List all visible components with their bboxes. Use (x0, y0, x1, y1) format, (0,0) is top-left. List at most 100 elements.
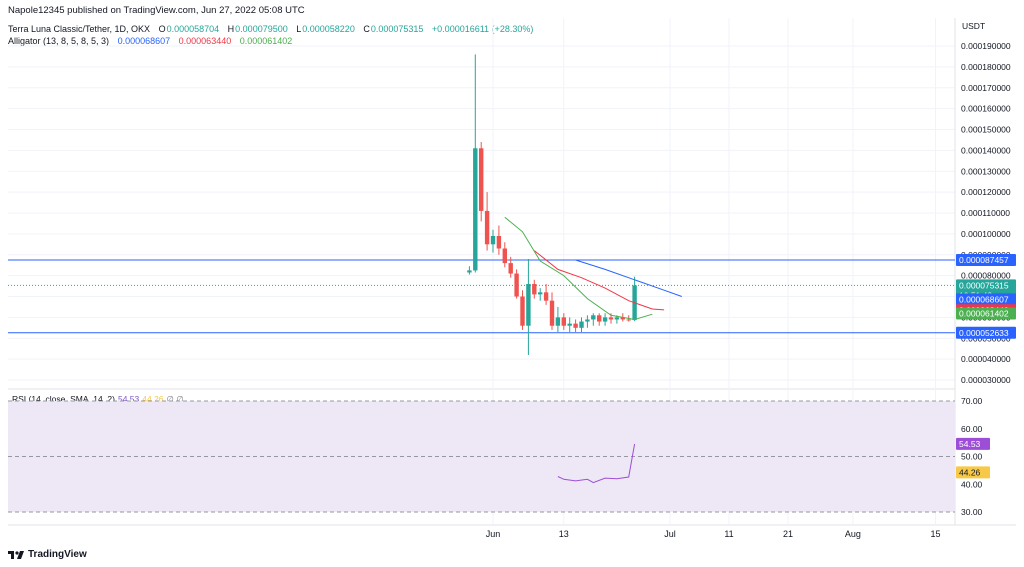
rsi-tick-label: 40.00 (961, 479, 983, 489)
rsi-legend: RSI (14, close, SMA, 14, 2) 54.53 44.26 ∅ ∅ (12, 394, 184, 405)
rsi-line (557, 443, 636, 484)
price-tick-label: 0.000170000 (961, 83, 1011, 93)
candle-body (591, 315, 596, 320)
candle-body (526, 283, 531, 326)
candle-body (502, 248, 507, 264)
alligator-teeth-line (533, 250, 665, 311)
candle-body (490, 235, 496, 245)
rsi-extra-values: ∅ ∅ (166, 394, 184, 404)
time-tick-label: 21 (783, 529, 793, 539)
candle-body (532, 283, 537, 295)
candle-body (555, 317, 561, 326)
rsi-tick-label: 50.00 (961, 452, 983, 462)
candle-body (602, 317, 608, 322)
publisher-line: Napole12345 published on TradingView.com… (8, 5, 305, 16)
candle-body (496, 235, 502, 249)
alligator-lines (504, 216, 682, 321)
price-tick-label: 0.000190000 (961, 41, 1011, 51)
candle-body (543, 292, 549, 301)
candle-body (549, 300, 555, 326)
level-tag-label: 0.000052633 (959, 328, 1009, 338)
rsi-tick-label: 60.00 (961, 424, 983, 434)
alligator-jaw-value: 0.000068607 (117, 36, 171, 46)
candle-body (561, 317, 566, 326)
time-tick-label: 15 (930, 529, 940, 539)
low-value: 0.000058220 (302, 24, 355, 34)
candle-body (573, 323, 578, 328)
candle-body (614, 317, 620, 320)
candle-body (508, 263, 513, 274)
price-tick-label: 0.000080000 (961, 271, 1011, 281)
open-label: O (158, 24, 166, 34)
price-tag (956, 293, 1016, 306)
level-tag (956, 254, 1016, 267)
rsi-tag (956, 466, 990, 479)
rsi-tag-label: 44.26 (959, 467, 981, 477)
price-tags: 0.0000874570.0000526330.00007531510:51:4… (956, 254, 1016, 339)
candle-body (473, 148, 478, 271)
tradingview-logo[interactable]: TradingView (8, 549, 87, 560)
price-tick-label: 0.000130000 (961, 166, 1011, 176)
candle-body (567, 323, 572, 326)
tradingview-brand: TradingView (28, 549, 87, 560)
rsi-tag-label: 54.53 (959, 439, 981, 449)
candle-body (585, 319, 590, 322)
price-tag-label: 0.000075315 (959, 280, 1009, 290)
high-value: 0.000079500 (235, 24, 288, 34)
price-tick-label: 0.000100000 (961, 229, 1011, 239)
price-tick-label: 0.000140000 (961, 145, 1011, 155)
tradingview-logo-icon (8, 550, 24, 559)
price-tag (956, 307, 1016, 320)
price-tick-label: 0.000030000 (961, 375, 1011, 385)
symbol-title: Terra Luna Classic/Tether, 1D, OKX (8, 24, 151, 34)
candle-body (538, 292, 543, 295)
close-value: 0.000075315 (370, 24, 424, 34)
candle-body (467, 270, 472, 273)
horizontal-lines (8, 259, 955, 334)
candle-body (484, 210, 490, 245)
candle-body (597, 315, 602, 322)
candle-body (520, 296, 525, 326)
rsi-tick-label: 30.00 (961, 507, 983, 517)
alligator-jaw-line (575, 259, 682, 297)
alligator-label: Alligator (13, 8, 5, 8, 5, 3) (8, 36, 110, 46)
candle-body (579, 321, 584, 328)
time-tick-label: Jul (664, 529, 676, 539)
candle-body (620, 317, 625, 320)
price-tick-label: 0.000040000 (961, 354, 1011, 364)
open-value: 0.000058704 (166, 24, 220, 34)
time-axis: Jun 13 Jul 11 21 Aug 15 (486, 529, 941, 539)
high-label: H (227, 24, 235, 34)
price-tick-label: 0.000110000 (961, 208, 1010, 218)
alligator-legend: Alligator (13, 8, 5, 8, 5, 3) 0.00006860… (8, 36, 292, 46)
candle-body (608, 317, 614, 320)
candles (467, 54, 637, 355)
price-tick-label: 0.000160000 (961, 104, 1011, 114)
rsi-value: 54.53 (117, 394, 140, 404)
time-tick-label: Aug (845, 529, 861, 539)
price-tick-label: 0.000120000 (961, 187, 1011, 197)
rsi-label: RSI (14, close, SMA, 14, 2) (12, 394, 115, 404)
price-tag-label: 0.000061402 (959, 308, 1009, 318)
candle-body (514, 273, 519, 297)
alligator-teeth-value: 0.000063440 (178, 36, 232, 46)
change-value: +0.000016611 (+28.30%) (431, 24, 534, 34)
low-label: L (296, 24, 302, 34)
rsi-tag (956, 437, 990, 450)
price-tick-label: 0.000180000 (961, 62, 1011, 72)
currency-label: USDT (962, 21, 985, 31)
rsi-tick-label: 70.00 (961, 396, 983, 406)
time-tick-label: Jun (486, 529, 501, 539)
rsi-sma-value: 44.26 (142, 394, 164, 404)
alligator-lips-line (504, 216, 653, 321)
alligator-lips-value: 0.000061402 (239, 36, 293, 46)
symbol-ohlc-line: Terra Luna Classic/Tether, 1D, OKX O0.00… (8, 24, 533, 34)
time-tick-label: 11 (724, 529, 733, 539)
level-tag-label: 0.000087457 (959, 255, 1009, 265)
close-label: C (363, 24, 370, 34)
candle-body (626, 319, 631, 321)
time-tick-label: 13 (559, 529, 569, 539)
price-tick-label: 0.000150000 (961, 125, 1011, 135)
